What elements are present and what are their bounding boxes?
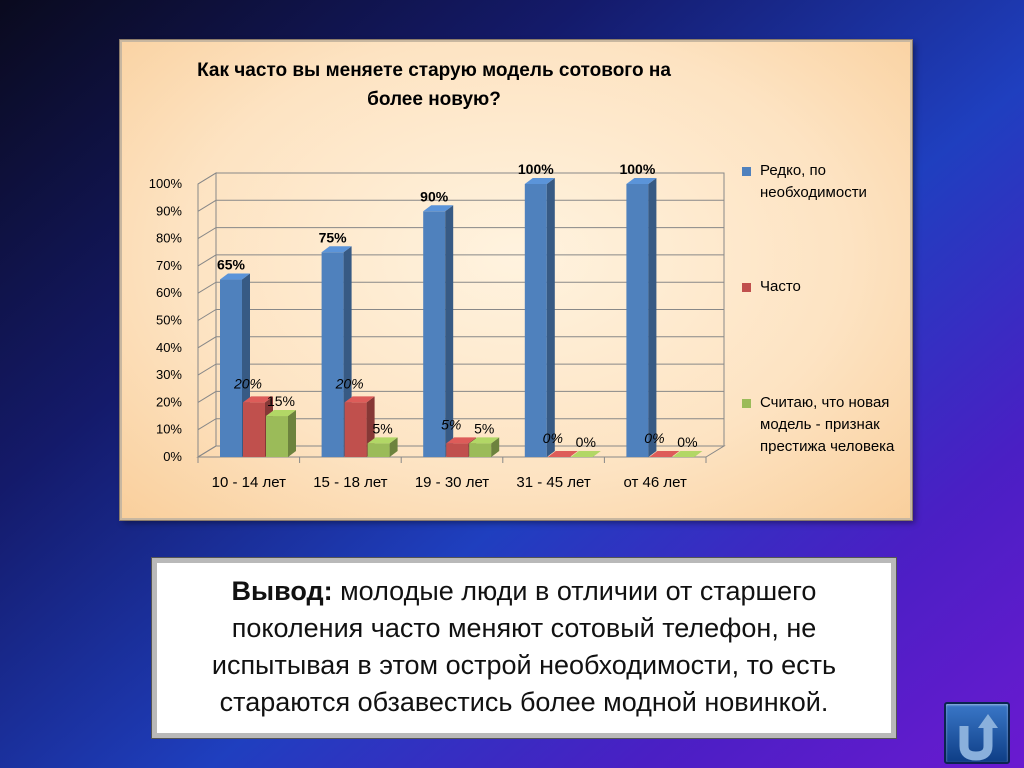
bar-top-1-4 xyxy=(649,451,680,457)
y-tick-label: 40% xyxy=(156,340,182,355)
data-label-0-2: 90% xyxy=(420,188,449,204)
bar-side-0-3 xyxy=(546,178,555,457)
conclusion-heading: Вывод: xyxy=(231,576,333,606)
bar-0-1 xyxy=(321,252,344,457)
x-category-label: 15 - 18 лет xyxy=(313,474,387,491)
data-label-0-0: 65% xyxy=(217,257,246,273)
chart-svg: 0% 10% 20% 30% 40% 50% 60% 70% 80% 90% 100% 65% 20% 1… xyxy=(149,161,726,491)
y-tick-label: 70% xyxy=(156,258,182,273)
bar-top-2-0 xyxy=(266,410,296,417)
y-tick-label: 20% xyxy=(156,394,182,409)
bar-0-3 xyxy=(524,184,547,457)
bar-side-2-1 xyxy=(389,437,398,457)
x-category-label: от 46 лет xyxy=(624,474,687,491)
data-label-2-4: 0% xyxy=(677,434,697,450)
y-tick-label: 90% xyxy=(156,203,182,218)
bar-2-2 xyxy=(469,443,492,457)
bar-top-0-2 xyxy=(423,205,454,212)
x-category-label: 10 - 14 лет xyxy=(212,474,286,491)
bar-2-0 xyxy=(266,416,288,457)
bar-side-0-4 xyxy=(648,178,657,457)
bar-2-1 xyxy=(367,443,390,457)
y-tick-label: 100% xyxy=(149,176,183,191)
data-label-2-2: 5% xyxy=(474,420,494,436)
data-label-1-4: 0% xyxy=(644,430,664,446)
bar-top-1-1 xyxy=(344,396,375,403)
legend-label: Часто xyxy=(760,278,801,295)
bar-top-1-0 xyxy=(243,396,273,403)
data-label-1-2: 5% xyxy=(441,416,461,432)
bar-top-0-0 xyxy=(220,273,250,280)
bar-top-0-4 xyxy=(626,178,657,184)
bar-top-0-3 xyxy=(524,178,555,184)
legend-label: Считаю, что новая модель - признак прест… xyxy=(760,394,895,455)
conclusion-box: Вывод: молодые люди в отличии от старшег… xyxy=(152,558,896,738)
y-tick-label: 0% xyxy=(163,449,182,464)
bar-side-2-0 xyxy=(288,410,296,457)
bar-1-2 xyxy=(446,443,469,457)
bar-top-2-2 xyxy=(469,437,500,444)
bar-0-2 xyxy=(423,211,446,457)
y-tick-label: 10% xyxy=(156,422,182,437)
legend-swatch xyxy=(742,167,751,176)
bar-top-2-4 xyxy=(672,451,703,457)
y-tick-label: 80% xyxy=(156,231,182,246)
bar-top-2-3 xyxy=(570,451,601,457)
legend-swatch xyxy=(742,283,751,292)
x-category-label: 19 - 30 лет xyxy=(415,474,489,491)
bar-top-0-1 xyxy=(321,246,352,253)
y-tick-label: 30% xyxy=(156,367,182,382)
data-label-2-1: 5% xyxy=(372,420,392,436)
bar-top-1-3 xyxy=(547,451,578,457)
return-arrow-icon xyxy=(959,714,998,761)
bar-0-4 xyxy=(626,184,649,457)
legend-label: Редко, по необходимости xyxy=(760,162,867,201)
data-label-2-0: 15% xyxy=(267,393,295,409)
bar-0-0 xyxy=(220,279,242,457)
bar-1-1 xyxy=(344,402,367,457)
data-label-1-0: 20% xyxy=(233,375,262,391)
bar-top-2-1 xyxy=(367,437,398,444)
bar-side-2-2 xyxy=(491,437,500,457)
gridline xyxy=(197,172,724,185)
data-label-0-4: 100% xyxy=(619,161,655,177)
chart-title: Как часто вы меняете старую модель сотов… xyxy=(197,60,671,110)
x-category-label: 31 - 45 лет xyxy=(516,474,590,491)
data-label-0-3: 100% xyxy=(518,161,554,177)
y-tick-label: 50% xyxy=(156,313,182,328)
bar-top-1-2 xyxy=(446,437,477,444)
data-label-0-1: 75% xyxy=(319,229,348,245)
chart-panel: Как часто вы меняете старую модель сотов… xyxy=(120,40,912,520)
bar-1-0 xyxy=(243,402,265,457)
y-tick-label: 60% xyxy=(156,285,182,300)
return-button[interactable] xyxy=(944,702,1010,764)
conclusion-text: молодые люди в отличии от старшего покол… xyxy=(211,576,837,717)
data-label-1-3: 0% xyxy=(543,430,563,446)
data-label-1-1: 20% xyxy=(335,375,364,391)
data-label-2-3: 0% xyxy=(576,434,596,450)
bar-side-0-2 xyxy=(445,205,454,457)
legend-swatch xyxy=(742,399,751,408)
